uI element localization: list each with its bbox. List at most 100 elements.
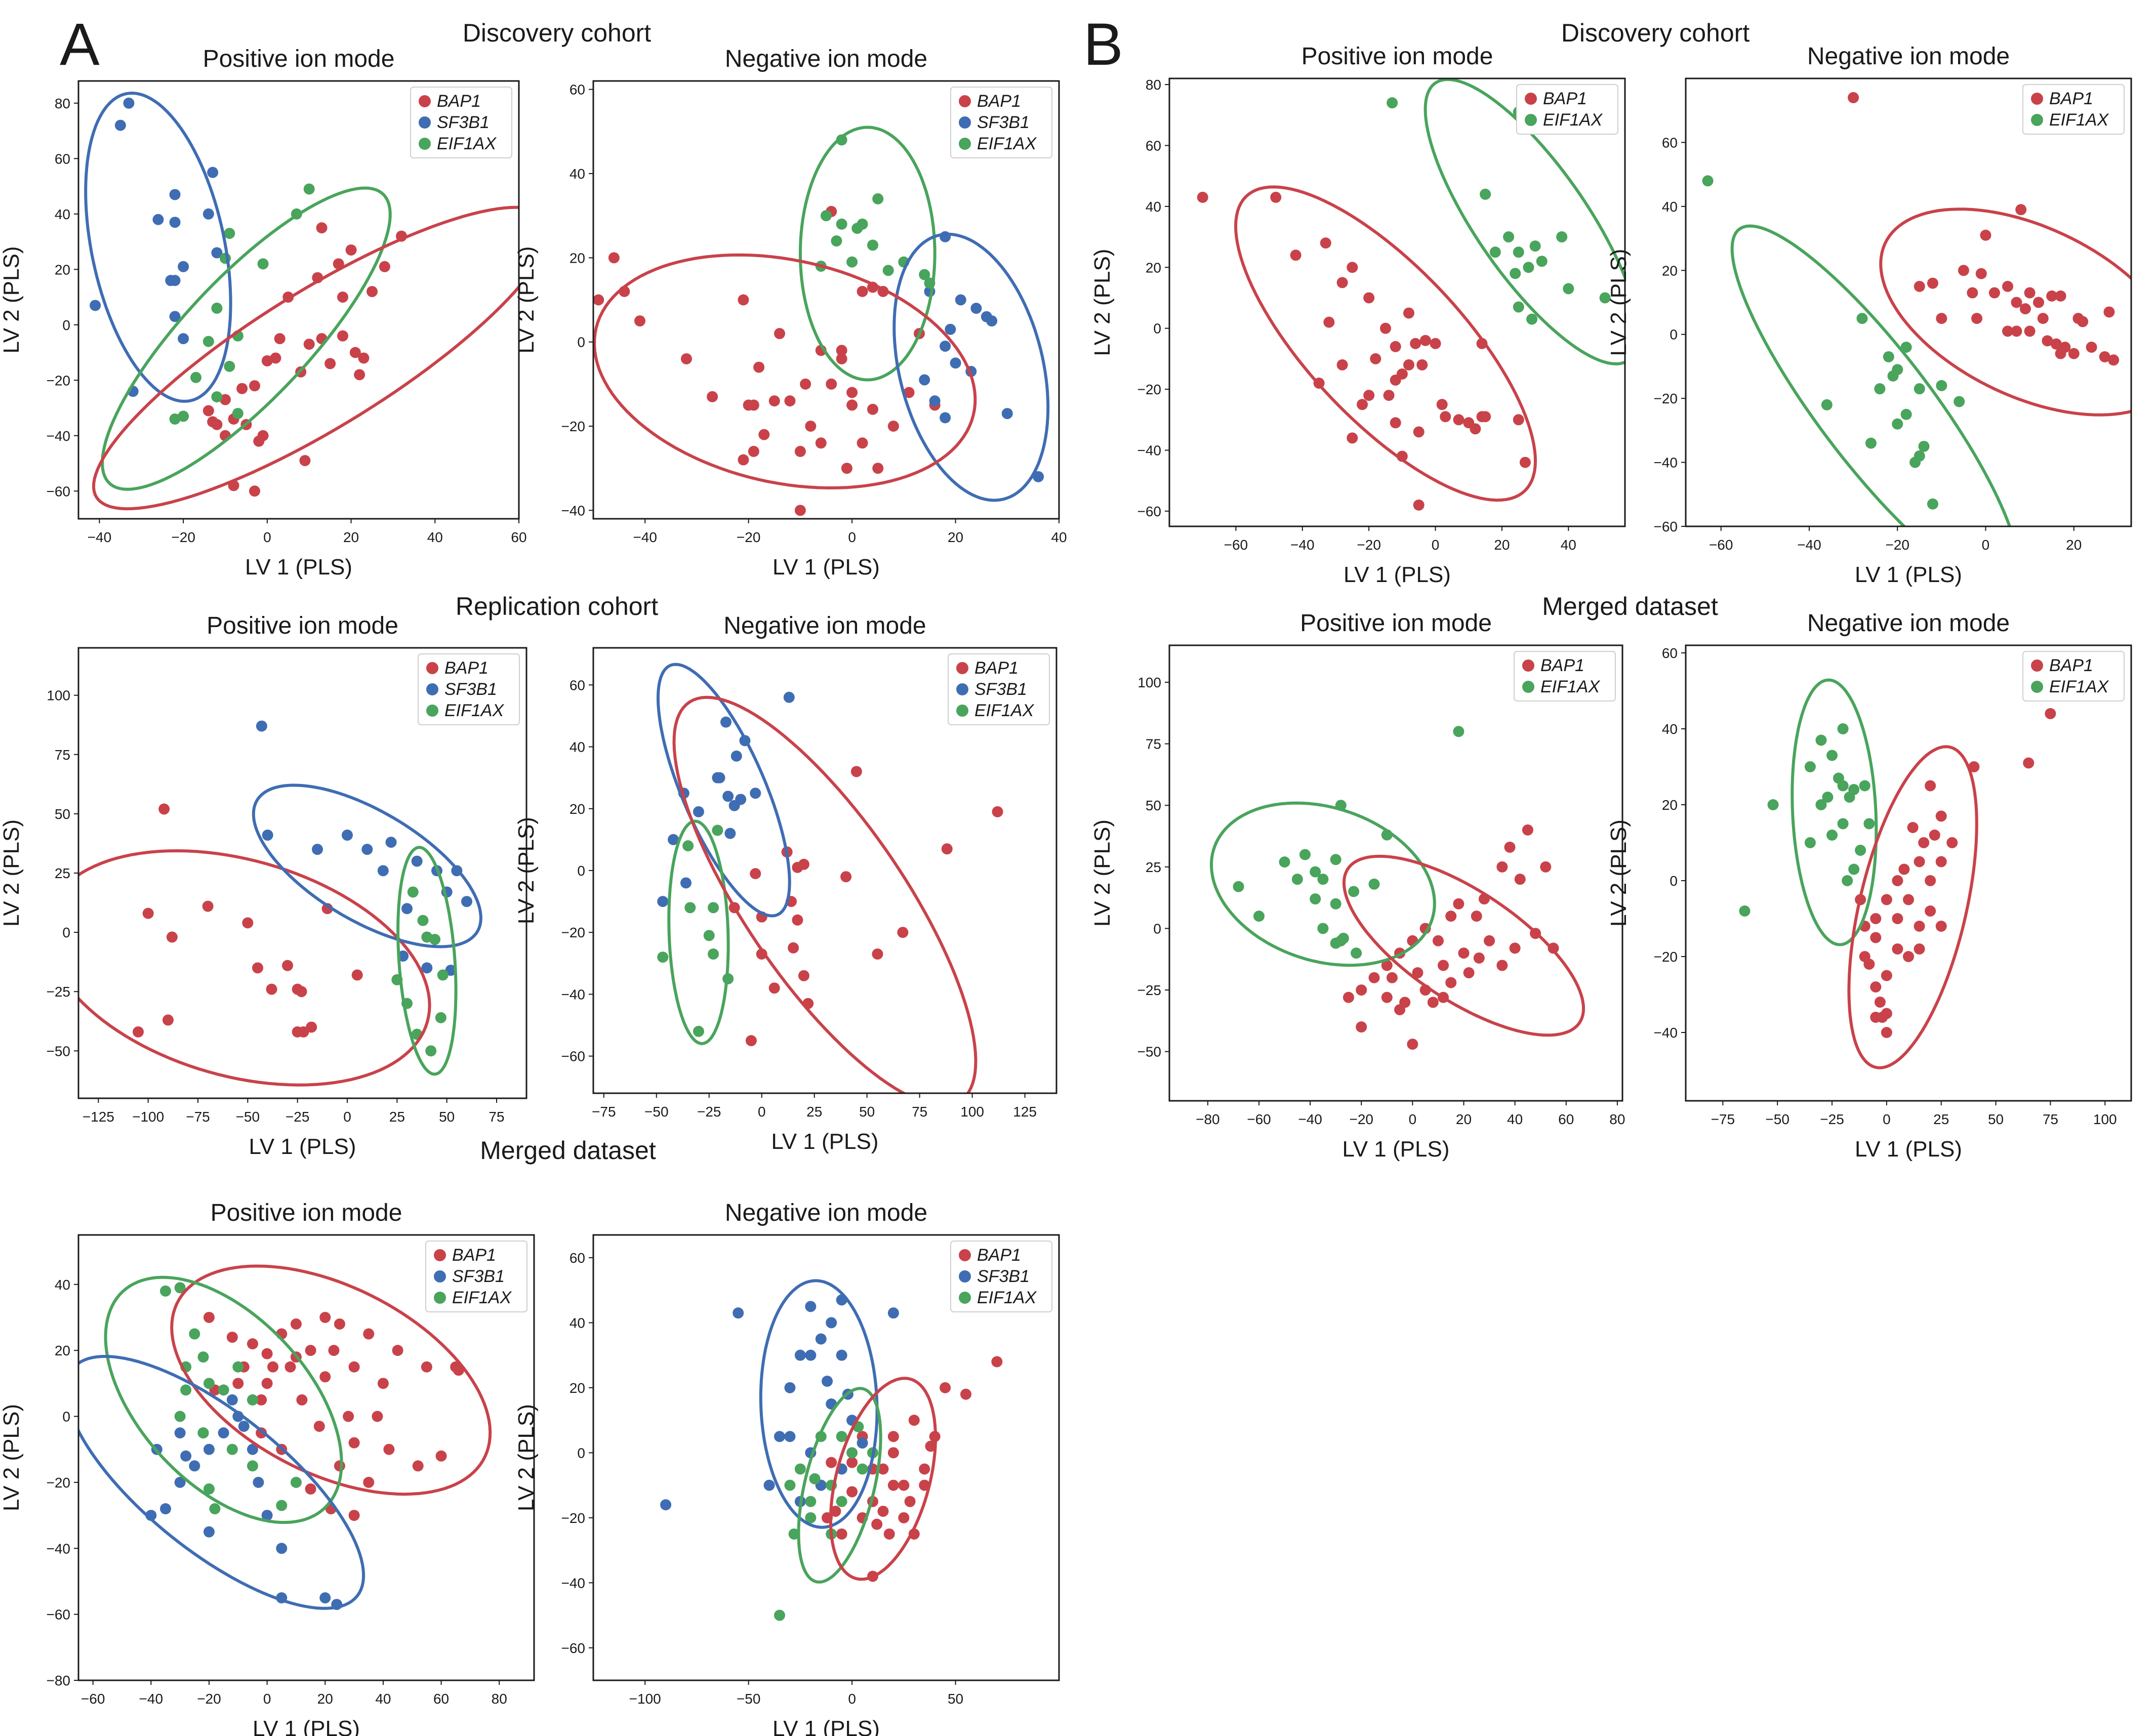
legend: BAP1 SF3B1 EIF1AX [950, 1241, 1052, 1312]
point-eif1ax [1804, 837, 1816, 848]
y-tick-label: 20 [569, 250, 585, 266]
point-bap1 [1892, 875, 1903, 886]
section-title-b-discovery: Discovery cohort [1561, 19, 1750, 47]
legend-box [948, 653, 1050, 725]
y-tick-label: 0 [62, 317, 70, 333]
x-axis-label: LV 1 (PLS) [245, 555, 352, 580]
y-tick-label: 25 [55, 865, 70, 881]
point-bap1 [343, 1411, 354, 1422]
confidence-ellipse-bap1 [1879, 208, 2131, 417]
y-tick-label: 60 [1662, 135, 1678, 150]
y-tick-label: 100 [47, 688, 70, 704]
point-bap1 [2019, 303, 2031, 315]
y-tick-label: 60 [569, 82, 585, 98]
point-eif1ax [276, 1500, 288, 1511]
x-tick-label: 50 [948, 1691, 963, 1707]
chart-title: Positive ion mode [1300, 610, 1492, 637]
point-bap1 [266, 983, 277, 995]
point-sf3b1 [728, 800, 740, 811]
point-bap1 [1290, 250, 1301, 261]
point-bap1 [1336, 277, 1348, 288]
point-sf3b1 [226, 1394, 238, 1406]
point-bap1 [2037, 313, 2049, 324]
point-bap1 [1874, 997, 1886, 1008]
point-sf3b1 [970, 303, 982, 314]
y-tick-label: 40 [569, 1315, 585, 1331]
point-bap1 [871, 1518, 883, 1530]
point-bap1 [2068, 348, 2080, 359]
point-sf3b1 [784, 1382, 796, 1393]
point-bap1 [354, 369, 365, 381]
point-bap1 [1967, 287, 1978, 299]
point-bap1 [1381, 960, 1393, 971]
point-eif1ax [1883, 351, 1894, 362]
chart-a1: Positive ion mode LV 1 (PLS) LV 2 (PLS) −40… [0, 46, 527, 580]
legend: BAP1 EIF1AX [1516, 84, 1618, 135]
y-tick-label: 60 [569, 1250, 585, 1266]
point-sf3b1 [189, 1460, 200, 1472]
point-eif1ax [232, 1361, 244, 1373]
point-bap1 [202, 900, 214, 912]
chart-a5: Positive ion mode LV 1 (PLS) LV 2 (PLS) −60… [0, 1200, 535, 1736]
point-sf3b1 [815, 1333, 827, 1345]
point-sf3b1 [730, 750, 742, 762]
point-bap1 [1870, 981, 1882, 993]
x-tick-label: −100 [629, 1691, 661, 1707]
point-bap1 [1968, 761, 1980, 772]
point-bap1 [840, 871, 852, 883]
point-eif1ax [872, 193, 884, 204]
x-tick-label: 0 [848, 1691, 856, 1707]
point-eif1ax [851, 223, 863, 234]
plot-frame [1685, 77, 2132, 527]
y-tick-label: −40 [1137, 442, 1162, 458]
legend-label-eif1ax: EIF1AX [1543, 110, 1603, 130]
point-sf3b1 [385, 837, 397, 848]
point-sf3b1 [857, 1437, 868, 1449]
point-bap1 [435, 1450, 447, 1462]
x-tick-label: 100 [2093, 1111, 2117, 1127]
x-tick-label: 80 [492, 1691, 507, 1707]
point-bap1 [1496, 960, 1508, 971]
point-bap1 [758, 429, 770, 440]
point-eif1ax [425, 1045, 437, 1057]
point-bap1 [1927, 277, 1938, 289]
point-sf3b1 [253, 1476, 264, 1488]
y-tick-label: 0 [577, 863, 585, 879]
point-bap1 [841, 463, 852, 474]
point-sf3b1 [805, 1301, 817, 1312]
plot-frame [77, 80, 520, 520]
point-sf3b1 [319, 1592, 331, 1604]
legend-label-bap1: BAP1 [452, 1246, 496, 1265]
point-bap1 [872, 463, 884, 474]
point-eif1ax [1513, 301, 1524, 313]
y-axis-label: LV 2 (PLS) [514, 1404, 539, 1511]
x-tick-label: 60 [433, 1691, 449, 1707]
point-bap1 [284, 1361, 296, 1373]
point-eif1ax [1291, 874, 1303, 885]
point-sf3b1 [693, 806, 704, 817]
point-eif1ax [435, 1012, 446, 1023]
point-eif1ax [1233, 881, 1244, 892]
point-bap1 [897, 927, 909, 938]
y-tick-label: −40 [47, 428, 71, 444]
point-bap1 [282, 960, 293, 971]
point-bap1 [247, 1338, 258, 1350]
point-bap1 [2055, 348, 2066, 359]
legend-marker-eif1ax [434, 1292, 446, 1304]
confidence-ellipse-sf3b1 [252, 783, 482, 948]
x-tick-label: 50 [439, 1109, 455, 1125]
legend-label-bap1: BAP1 [2049, 89, 2093, 108]
point-eif1ax [1855, 845, 1866, 856]
point-eif1ax [1529, 240, 1541, 252]
point-bap1 [1370, 353, 1381, 364]
point-sf3b1 [203, 1443, 215, 1455]
confidence-ellipse-eif1ax [396, 846, 458, 1076]
legend-label-bap1: BAP1 [974, 658, 1019, 678]
point-bap1 [919, 1463, 930, 1475]
point-bap1 [1918, 837, 1930, 848]
point-bap1 [1935, 856, 1947, 867]
x-tick-label: −125 [83, 1109, 114, 1125]
legend-marker-bap1 [419, 95, 431, 107]
legend-marker-sf3b1 [426, 683, 438, 695]
